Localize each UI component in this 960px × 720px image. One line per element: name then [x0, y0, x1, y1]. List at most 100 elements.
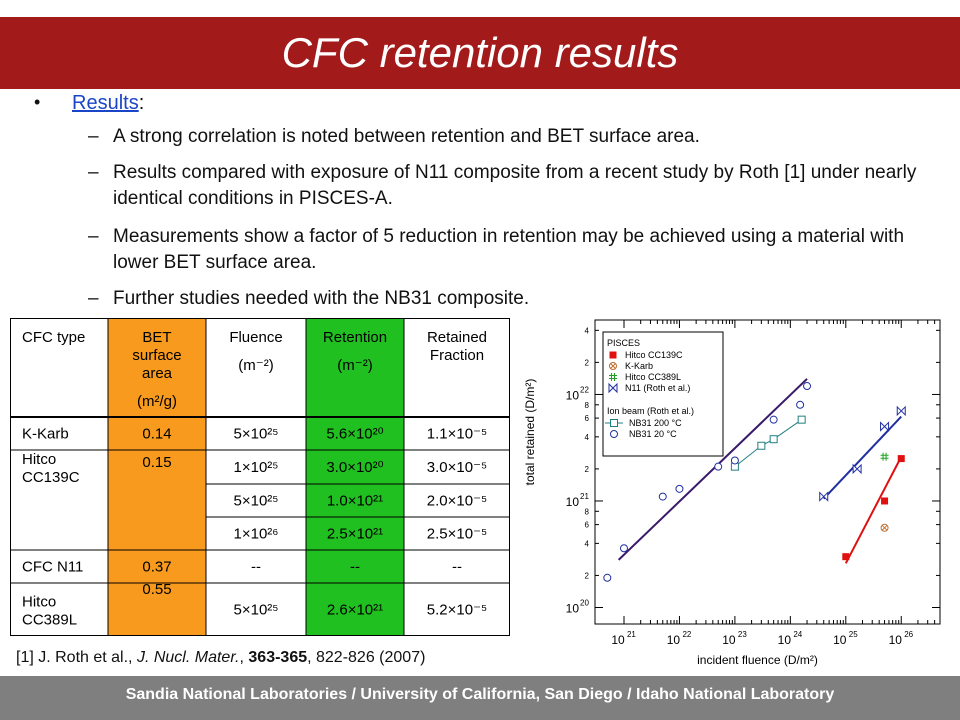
y-minor-label: 2 — [585, 358, 590, 367]
legend-entry: Hitco CC389L — [625, 372, 681, 382]
retention-table: CFC type BET surface area (m²/g) Fluence… — [10, 318, 510, 636]
data-point — [842, 553, 850, 561]
cell-fluence: 1×10²⁵ — [234, 459, 279, 476]
cell-fraction: 2.5×10⁻⁵ — [427, 526, 487, 543]
results-link[interactable]: Results — [72, 92, 139, 114]
cell-cfc-type: K-Karb — [22, 426, 69, 443]
data-point — [897, 455, 905, 463]
cell-fraction: 5.2×10⁻⁵ — [427, 602, 487, 619]
x-tick-label-exp: 25 — [849, 630, 858, 639]
y-tick-label: 10 — [566, 601, 580, 615]
cell-bet: 0.15 — [142, 454, 171, 471]
y-minor-label: 4 — [585, 539, 590, 548]
y-minor-label: 4 — [585, 433, 590, 442]
reference-note: [1] J. Roth et al., J. Nucl. Mater., 363… — [16, 649, 425, 667]
header-retention-1: Retention — [323, 329, 387, 346]
dash-icon: – — [88, 288, 99, 309]
fit-line — [844, 456, 903, 564]
x-tick-label-exp: 21 — [627, 630, 636, 639]
result-item-4: – Further studies needed with the NB31 c… — [88, 286, 928, 312]
header-bet-4: (m²/g) — [137, 393, 177, 410]
legend-marker — [610, 419, 618, 427]
legend-entry: NB31 200 °C — [629, 418, 682, 428]
header-cfc-type: CFC type — [22, 329, 85, 346]
data-point — [675, 484, 684, 493]
y-minor-label: 8 — [585, 401, 590, 410]
cell-cfc-type: CFC N11 — [22, 559, 83, 576]
data-point — [881, 497, 889, 505]
data-point — [769, 415, 778, 424]
cell-cfc-type: Hitco — [22, 594, 56, 611]
cell-bet: 0.55 — [142, 581, 171, 598]
cell-retention: 1.0×10²¹ — [327, 493, 383, 510]
result-item-3: – Measurements show a factor of 5 reduct… — [88, 224, 928, 276]
reference-pages: , 822-826 (2007) — [307, 649, 426, 666]
page-title: CFC retention results — [281, 29, 679, 76]
data-point — [619, 544, 628, 553]
cell-fraction: 2.0×10⁻⁵ — [427, 493, 487, 510]
cell-fraction: -- — [452, 559, 462, 576]
y-tick-label: 10 — [566, 388, 580, 402]
legend-group: PISCES — [607, 338, 640, 348]
dash-icon: – — [88, 226, 99, 247]
reference-volume: 363-365 — [248, 649, 308, 666]
cell-fluence: 5×10²⁵ — [234, 602, 279, 619]
data-point — [880, 523, 889, 532]
cell-fluence: 5×10²⁵ — [234, 426, 279, 443]
y-minor-label: 6 — [585, 521, 590, 530]
x-tick-label: 10 — [889, 633, 903, 647]
y-minor-label: 8 — [585, 507, 590, 516]
header-bet-1: BET — [142, 329, 171, 346]
x-tick-label: 10 — [722, 633, 736, 647]
table-body: K-Karb 0.14 5×10²⁵ 5.6×10²⁰ 1.1×10⁻⁵HitcoCC1… — [22, 426, 487, 629]
dash-icon: – — [88, 126, 99, 147]
legend-box — [602, 331, 724, 457]
legend-entry: NB31 20 °C — [629, 429, 677, 439]
data-point — [796, 400, 805, 409]
reference-journal: J. Nucl. Mater. — [136, 649, 240, 666]
header-fraction-1: Retained — [427, 329, 487, 346]
legend-entry: N11 (Roth et al.) — [625, 383, 690, 393]
x-tick-label: 10 — [833, 633, 847, 647]
legend-marker — [610, 430, 618, 438]
legend-entry: Hitco CC139C — [625, 350, 683, 360]
cell-cfc-type: CC139C — [22, 469, 80, 486]
footer-text: Sandia National Laboratories / Universit… — [125, 686, 835, 703]
header-retention-2: (m⁻²) — [337, 357, 372, 374]
cell-cfc-type: Hitco — [22, 451, 56, 468]
y-axis-label: total retained (D/m²) — [523, 379, 537, 486]
legend-marker — [608, 382, 618, 394]
result-item-1: – A strong correlation is noted between … — [88, 124, 928, 150]
cell-fluence: -- — [251, 559, 261, 576]
cell-fraction: 1.1×10⁻⁵ — [427, 426, 487, 443]
cell-fluence: 1×10²⁶ — [234, 526, 279, 543]
result-item-2: – Results compared with exposure of N11 … — [88, 160, 928, 212]
series-line — [734, 419, 802, 468]
cell-retention: -- — [350, 559, 360, 576]
x-tick-label-exp: 22 — [682, 630, 691, 639]
cell-fluence: 5×10²⁵ — [234, 493, 279, 510]
x-tick-label: 10 — [778, 633, 792, 647]
cell-fraction: 3.0×10⁻⁵ — [427, 459, 487, 476]
y-minor-label: 2 — [585, 571, 590, 580]
cell-cfc-type: CC389L — [22, 612, 77, 629]
trend-line — [617, 378, 808, 561]
y-minor-label: 6 — [585, 414, 590, 423]
result-text: Measurements show a factor of 5 reductio… — [113, 226, 905, 273]
x-tick-label: 10 — [667, 633, 681, 647]
result-text: Further studies needed with the NB31 com… — [113, 288, 530, 309]
title-bar — [0, 17, 960, 89]
table-grid — [10, 318, 510, 636]
result-text: A strong correlation is noted between re… — [113, 126, 700, 147]
reference-authors: [1] J. Roth et al., — [16, 649, 137, 666]
cell-bet: 0.14 — [142, 426, 171, 443]
y-minor-label: 2 — [585, 465, 590, 474]
x-tick-label-exp: 24 — [793, 630, 802, 639]
legend-entry: K-Karb — [625, 361, 653, 371]
y-tick-label-exp: 22 — [580, 385, 589, 394]
x-axis-label: incident fluence (D/m²) — [697, 653, 818, 667]
results-heading: Results: — [72, 92, 144, 115]
cell-retention: 3.0×10²⁰ — [326, 459, 383, 476]
